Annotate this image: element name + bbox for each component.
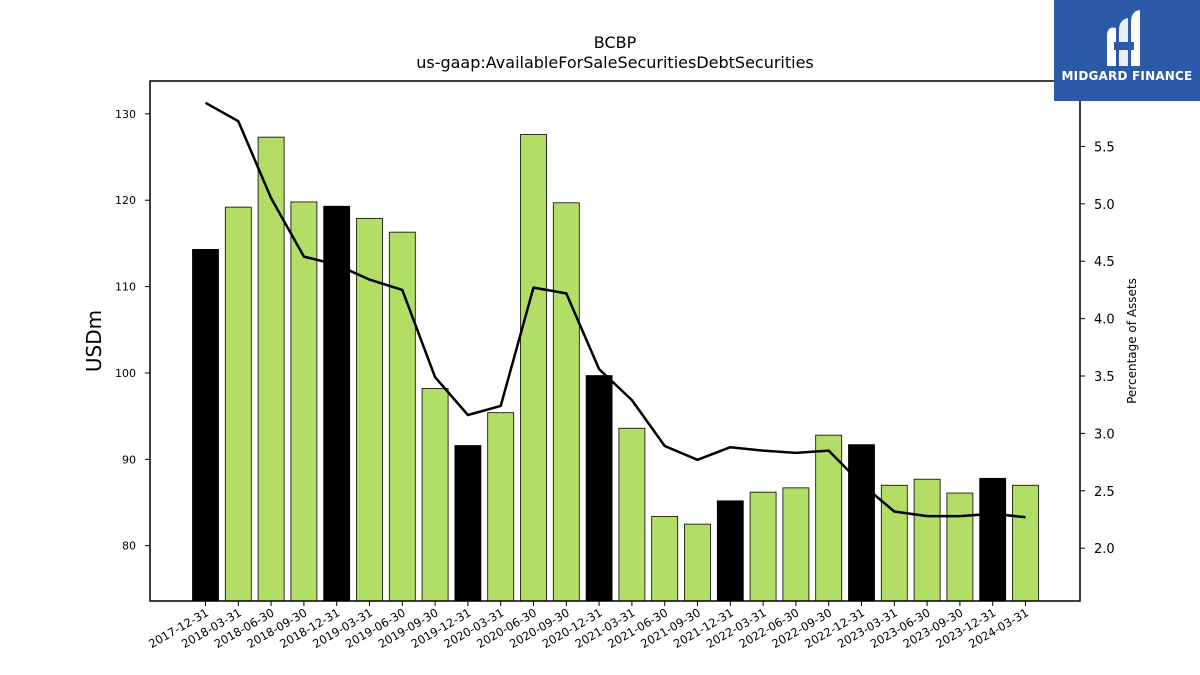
bar-2018-12-31 — [323, 205, 351, 602]
y2-tick-label: 4.5 — [1094, 255, 1115, 270]
y2-tick-label: 4.0 — [1094, 313, 1115, 328]
y-tick-label: 110 — [115, 281, 136, 294]
y2-tick-label: 5.5 — [1094, 140, 1115, 155]
bar-2021-06-30 — [651, 515, 679, 602]
bar-2019-06-30 — [388, 231, 416, 602]
y2-tick-label: 3.5 — [1094, 370, 1115, 385]
y-axis-label: USDm — [82, 309, 106, 373]
y2-axis-ticks: 2.0 2.5 3.0 3.5 4.0 4.5 5.0 5.5 — [1080, 140, 1115, 557]
bar-2017-12-31 — [192, 249, 219, 602]
y2-tick-label: 3.0 — [1094, 427, 1115, 442]
bar-2021-12-31 — [716, 500, 744, 602]
percentage-line — [204, 101, 1026, 519]
plot-frame — [149, 80, 1081, 602]
logo-mark-icon — [1107, 10, 1140, 66]
bar-2019-09-30 — [421, 388, 449, 602]
y2-tick-label: 2.5 — [1094, 485, 1115, 500]
x-axis-ticks: 2017-12-312018-03-312018-06-302018-09-30… — [146, 601, 1031, 651]
bar-2022-09-30 — [815, 434, 843, 602]
y-tick-label: 100 — [115, 367, 136, 380]
bar-2021-03-31 — [618, 427, 646, 602]
brand-logo: MIDGARD FINANCE — [1054, 0, 1200, 101]
bar-2020-09-30 — [552, 202, 580, 602]
bar-2023-12-31 — [979, 477, 1007, 602]
bar-2020-03-31 — [487, 412, 515, 602]
bar-2021-09-30 — [684, 523, 711, 602]
y-axis-ticks: 80 90 100 110 120 130 — [115, 108, 150, 553]
bar-2024-03-31 — [1012, 484, 1039, 602]
y2-tick-label: 5.0 — [1094, 198, 1115, 213]
bar-2019-12-31 — [454, 445, 482, 602]
bar-2018-06-30 — [257, 136, 285, 602]
chart-title: BCBP — [593, 33, 637, 52]
bar-2023-09-30 — [946, 492, 974, 602]
bar-2022-12-31 — [848, 444, 875, 602]
bar-2023-06-30 — [913, 478, 941, 602]
y-tick-label: 80 — [122, 540, 136, 553]
bar-2022-03-31 — [749, 491, 777, 602]
y2-axis-label: Percentage of Assets — [1125, 278, 1139, 404]
chart-subtitle: us-gaap:AvailableForSaleSecuritiesDebtSe… — [416, 53, 814, 72]
bar-2022-06-30 — [782, 487, 810, 602]
bar-2018-03-31 — [224, 206, 252, 602]
y-tick-label: 120 — [115, 194, 136, 207]
bars-group — [192, 134, 1039, 602]
bar-2020-12-31 — [585, 375, 613, 602]
y-tick-label: 130 — [115, 108, 136, 121]
y-tick-label: 90 — [122, 453, 136, 466]
logo-text: MIDGARD FINANCE — [1061, 69, 1193, 83]
bar-2018-09-30 — [290, 201, 318, 602]
y2-tick-label: 2.0 — [1094, 542, 1115, 557]
bar-2020-06-30 — [520, 134, 547, 602]
